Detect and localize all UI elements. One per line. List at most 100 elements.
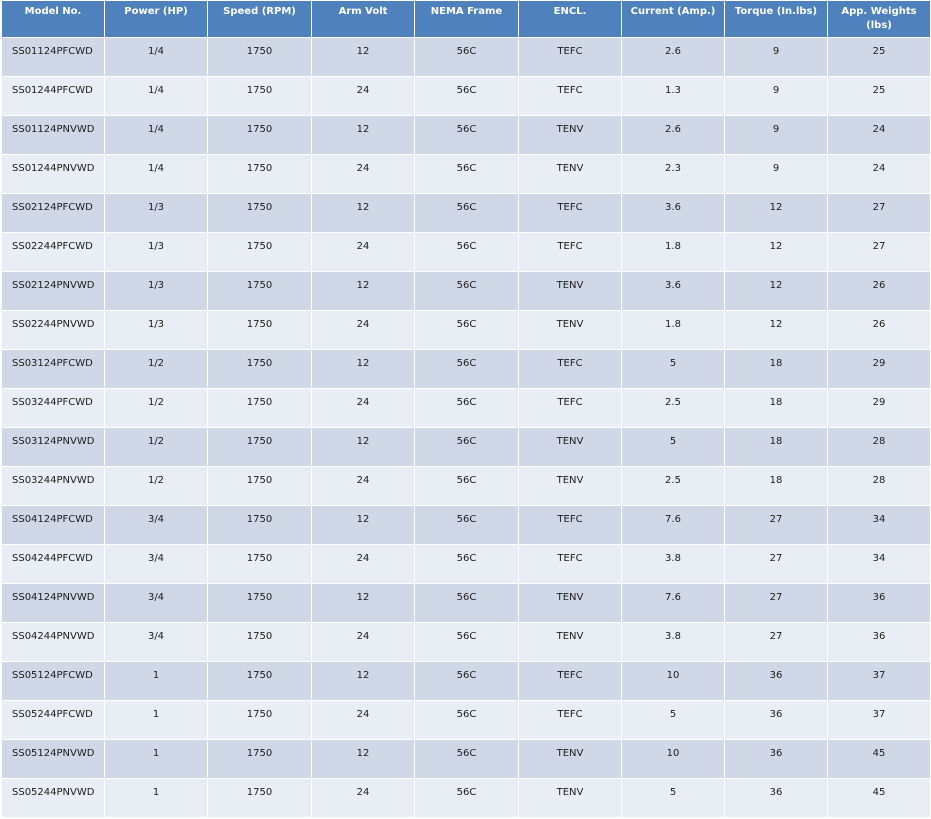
cell-enclosure: TEFC: [518, 661, 622, 701]
cell-model-no: SS03124PFCWD: [1, 349, 105, 389]
cell-weight: 29: [827, 349, 931, 389]
cell-nema-frame: 56C: [414, 310, 519, 350]
cell-torque: 12: [724, 271, 828, 311]
cell-speed: 1750: [207, 622, 312, 662]
cell-speed: 1750: [207, 505, 312, 545]
cell-current: 7.6: [621, 505, 725, 545]
cell-torque: 12: [724, 310, 828, 350]
cell-weight: 45: [827, 778, 931, 818]
cell-arm-volt: 24: [311, 622, 415, 662]
cell-model-no: SS04244PFCWD: [1, 544, 105, 584]
cell-current: 10: [621, 661, 725, 701]
cell-model-no: SS03244PFCWD: [1, 388, 105, 428]
cell-enclosure: TEFC: [518, 193, 622, 233]
cell-current: 2.6: [621, 115, 725, 155]
cell-nema-frame: 56C: [414, 700, 519, 740]
cell-model-no: SS01244PNVWD: [1, 154, 105, 194]
table-row: SS03124PNVWD 1/2 1750 12 56C TENV 5 18 28: [1, 427, 931, 467]
cell-power: 1: [104, 778, 208, 818]
cell-nema-frame: 56C: [414, 427, 519, 467]
cell-power: 1/2: [104, 427, 208, 467]
cell-weight: 27: [827, 232, 931, 272]
table-row: SS03124PFCWD 1/2 1750 12 56C TEFC 5 18 29: [1, 349, 931, 389]
cell-arm-volt: 24: [311, 154, 415, 194]
cell-current: 3.8: [621, 544, 725, 584]
cell-current: 2.3: [621, 154, 725, 194]
cell-torque: 27: [724, 544, 828, 584]
cell-current: 3.6: [621, 271, 725, 311]
cell-torque: 36: [724, 661, 828, 701]
cell-model-no: SS01124PFCWD: [1, 37, 105, 77]
cell-enclosure: TEFC: [518, 700, 622, 740]
cell-arm-volt: 12: [311, 583, 415, 623]
cell-power: 3/4: [104, 544, 208, 584]
header-row: Model No. Power (HP) Speed (RPM) Arm Vol…: [1, 0, 931, 38]
cell-current: 7.6: [621, 583, 725, 623]
table-row: SS02124PNVWD 1/3 1750 12 56C TENV 3.6 12 26: [1, 271, 931, 311]
cell-weight: 34: [827, 505, 931, 545]
cell-nema-frame: 56C: [414, 583, 519, 623]
cell-torque: 27: [724, 583, 828, 623]
cell-model-no: SS02124PFCWD: [1, 193, 105, 233]
cell-current: 1.3: [621, 76, 725, 116]
cell-current: 5: [621, 778, 725, 818]
cell-enclosure: TEFC: [518, 505, 622, 545]
table-row: SS02124PFCWD 1/3 1750 12 56C TEFC 3.6 12 27: [1, 193, 931, 233]
cell-speed: 1750: [207, 76, 312, 116]
cell-weight: 29: [827, 388, 931, 428]
cell-arm-volt: 12: [311, 505, 415, 545]
cell-power: 1/2: [104, 349, 208, 389]
cell-arm-volt: 12: [311, 271, 415, 311]
cell-power: 1: [104, 739, 208, 779]
cell-model-no: SS04124PFCWD: [1, 505, 105, 545]
cell-arm-volt: 12: [311, 427, 415, 467]
cell-arm-volt: 24: [311, 76, 415, 116]
cell-model-no: SS01124PNVWD: [1, 115, 105, 155]
cell-enclosure: TENV: [518, 778, 622, 818]
cell-nema-frame: 56C: [414, 37, 519, 77]
cell-nema-frame: 56C: [414, 466, 519, 506]
cell-power: 1/3: [104, 310, 208, 350]
cell-power: 3/4: [104, 622, 208, 662]
cell-enclosure: TEFC: [518, 349, 622, 389]
cell-speed: 1750: [207, 193, 312, 233]
cell-current: 2.5: [621, 388, 725, 428]
cell-weight: 25: [827, 37, 931, 77]
cell-power: 1/4: [104, 76, 208, 116]
header-enclosure: ENCL.: [518, 0, 622, 38]
cell-weight: 26: [827, 271, 931, 311]
cell-nema-frame: 56C: [414, 271, 519, 311]
cell-weight: 28: [827, 466, 931, 506]
cell-weight: 24: [827, 115, 931, 155]
cell-weight: 36: [827, 583, 931, 623]
cell-power: 1/3: [104, 232, 208, 272]
cell-speed: 1750: [207, 544, 312, 584]
cell-weight: 25: [827, 76, 931, 116]
cell-torque: 18: [724, 427, 828, 467]
cell-arm-volt: 12: [311, 739, 415, 779]
cell-arm-volt: 12: [311, 37, 415, 77]
cell-current: 5: [621, 700, 725, 740]
cell-current: 2.5: [621, 466, 725, 506]
cell-enclosure: TENV: [518, 154, 622, 194]
header-arm-volt: Arm Volt: [311, 0, 415, 38]
cell-torque: 12: [724, 232, 828, 272]
table-row: SS03244PNVWD 1/2 1750 24 56C TENV 2.5 18 28: [1, 466, 931, 506]
table-row: SS05244PNVWD 1 1750 24 56C TENV 5 36 45: [1, 778, 931, 818]
cell-model-no: SS05124PNVWD: [1, 739, 105, 779]
cell-nema-frame: 56C: [414, 76, 519, 116]
cell-torque: 9: [724, 154, 828, 194]
cell-torque: 36: [724, 778, 828, 818]
cell-speed: 1750: [207, 154, 312, 194]
cell-speed: 1750: [207, 583, 312, 623]
cell-model-no: SS02124PNVWD: [1, 271, 105, 311]
cell-weight: 45: [827, 739, 931, 779]
cell-power: 1/2: [104, 466, 208, 506]
cell-power: 1/3: [104, 193, 208, 233]
cell-model-no: SS02244PFCWD: [1, 232, 105, 272]
table-row: SS05124PNVWD 1 1750 12 56C TENV 10 36 45: [1, 739, 931, 779]
cell-speed: 1750: [207, 778, 312, 818]
cell-model-no: SS03124PNVWD: [1, 427, 105, 467]
cell-power: 1: [104, 661, 208, 701]
